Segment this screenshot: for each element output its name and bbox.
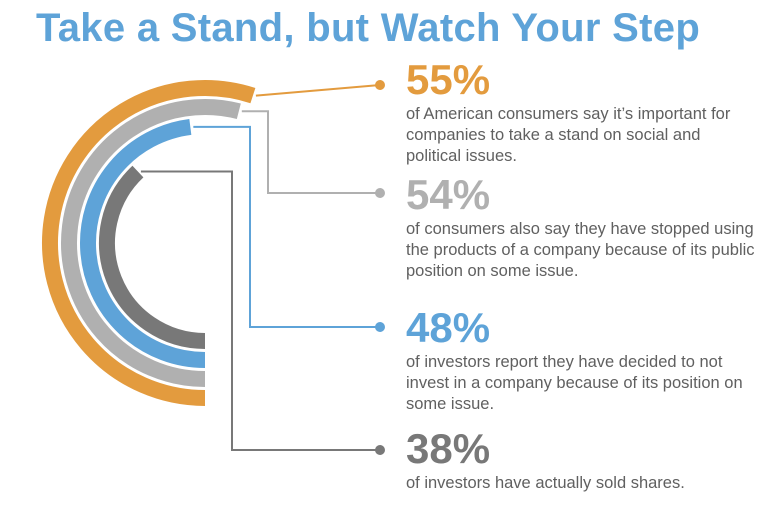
leader-dot-48 (375, 322, 385, 332)
arc-bar-48 (80, 118, 206, 368)
stat-description: of investors have actually sold shares. (406, 474, 685, 492)
stat-value: 38% (406, 425, 491, 472)
stat-value: 54% (406, 171, 491, 218)
arc-bar-55 (42, 80, 256, 406)
stat-description: of American consumers say it’s important… (406, 105, 731, 165)
arc-bar-38 (99, 165, 206, 349)
leader-line-38 (140, 170, 380, 451)
leader-line-55 (255, 84, 381, 97)
leader-line-48 (193, 125, 380, 328)
stat-block-38: 38% of investors have actually sold shar… (406, 427, 756, 494)
leader-line-group (140, 80, 385, 455)
stat-description: of investors report they have decided to… (406, 353, 743, 413)
stat-block-55: 55% of American consumers say it’s impor… (406, 58, 756, 167)
arc-bar-54 (61, 99, 241, 387)
stat-description: of consumers also say they have stopped … (406, 220, 755, 280)
leader-line-54 (241, 110, 380, 194)
stat-value: 55% (406, 56, 491, 103)
arc-group (42, 80, 256, 406)
stat-block-54: 54% of consumers also say they have stop… (406, 173, 756, 282)
chart-title: Take a Stand, but Watch Your Step (36, 6, 701, 50)
leader-dot-38 (375, 445, 385, 455)
stat-block-48: 48% of investors report they have decide… (406, 306, 756, 415)
leader-dot-54 (375, 188, 385, 198)
leader-dot-55 (375, 80, 385, 90)
stat-value: 48% (406, 304, 491, 351)
